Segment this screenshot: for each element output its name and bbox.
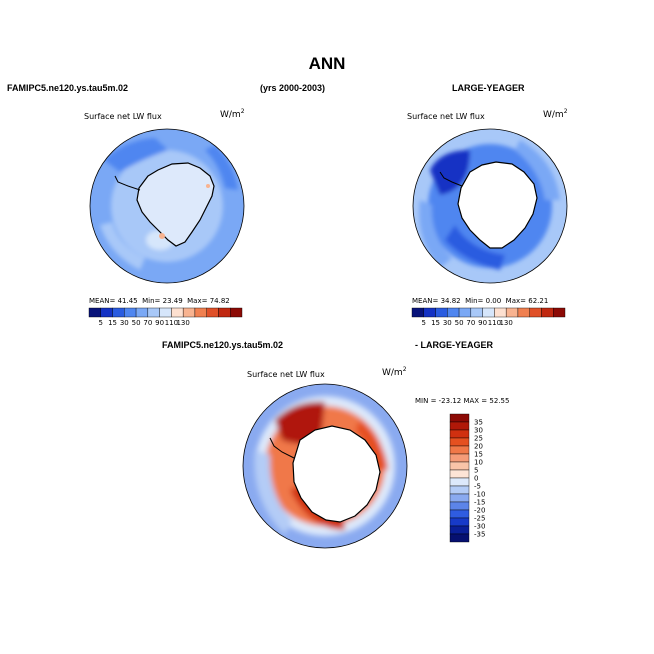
diff-units: W/m2 — [382, 366, 407, 378]
obs-colorbar-cell — [411, 307, 424, 318]
obs-colorbar-cell — [517, 307, 530, 318]
diff-colorbar-cell — [449, 421, 470, 431]
obs-colorbar-tick: 15 — [431, 319, 440, 327]
obs-colorbar-tick: 5 — [422, 319, 426, 327]
model-colorbar-tick: 5 — [99, 319, 103, 327]
diff-map — [242, 383, 408, 549]
diff-colorbar-cell — [449, 509, 470, 519]
model-colorbar-cell — [218, 307, 231, 318]
obs-colorbar-cell — [470, 307, 483, 318]
obs-stats: MEAN= 34.82 Min= 0.00 Max= 62.21 — [412, 297, 549, 305]
model-colorbar-tick: 15 — [108, 319, 117, 327]
model-colorbar-cell — [100, 307, 113, 318]
diff-colorbar-cell — [449, 413, 470, 423]
obs-colorbar-cell — [553, 307, 566, 318]
diff-colorbar-tick: 35 — [474, 419, 483, 427]
diff-colorbar-tick: -30 — [474, 523, 485, 531]
diff-colorbar-cell — [449, 485, 470, 495]
diff-stats: MIN = -23.12 MAX = 52.55 — [415, 397, 510, 405]
left-case-header: FAMIPC5.ne120.ys.tau5m.02 — [7, 83, 129, 93]
diff-colorbar-cell — [449, 445, 470, 455]
diff-right-header: - LARGE-YEAGER — [415, 340, 494, 350]
diff-colorbar-cell — [449, 429, 470, 439]
model-colorbar-cell — [112, 307, 125, 318]
obs-colorbar-cell — [529, 307, 542, 318]
model-colorbar-cell — [88, 307, 101, 318]
antarctica-outline — [292, 425, 381, 523]
model-colorbar-tick: 50 — [132, 319, 141, 327]
obs-colorbar-tick: 30 — [443, 319, 452, 327]
obs-colorbar-cell — [541, 307, 554, 318]
diff-colorbar-tick: 25 — [474, 435, 483, 443]
obs-colorbar-tick: 90 — [478, 319, 487, 327]
obs-colorbar-tick: 70 — [466, 319, 475, 327]
obs-colorbar-cell — [505, 307, 519, 318]
model-colorbar-cell — [124, 307, 137, 318]
diff-colorbar-tick: -15 — [474, 499, 485, 507]
model-colorbar-tick: 70 — [143, 319, 152, 327]
right-case-header: LARGE-YEAGER — [452, 83, 525, 93]
model-colorbar-cell — [206, 307, 219, 318]
obs-colorbar-tick: 130 — [499, 319, 512, 327]
obs-colorbar-cell — [482, 307, 495, 318]
obs-colorbar-tick: 110 — [488, 319, 501, 327]
obs-colorbar-cell — [447, 307, 460, 318]
diff-colorbar-cell — [449, 533, 470, 543]
model-stats: MEAN= 41.45 Min= 23.49 Max= 74.82 — [89, 297, 230, 305]
diff-colorbar-cell — [449, 493, 470, 503]
diff-colorbar-tick: 20 — [474, 443, 483, 451]
diff-panel-label: Surface net LW flux — [247, 370, 325, 379]
diff-colorbar-cell — [449, 437, 470, 447]
diff-left-header: FAMIPC5.ne120.ys.tau5m.02 — [162, 340, 284, 350]
diff-colorbar-cell — [449, 453, 470, 463]
obs-map — [412, 128, 568, 284]
diff-colorbar-tick: -35 — [474, 531, 485, 539]
model-colorbar-cell — [159, 307, 172, 318]
figure-title: ANN — [308, 54, 346, 73]
model-colorbar-cell — [182, 307, 196, 318]
antarctica-outline — [136, 162, 215, 247]
diff-colorbar-tick: -5 — [474, 483, 481, 491]
diff-colorbar-tick: 15 — [474, 451, 483, 459]
years-header: (yrs 2000-2003) — [260, 83, 326, 93]
diff-colorbar-cell — [449, 469, 470, 479]
diff-colorbar-tick: -25 — [474, 515, 485, 523]
model-colorbar-tick: 90 — [155, 319, 164, 327]
model-colorbar-cell — [194, 307, 207, 318]
diff-colorbar-cell — [449, 525, 470, 535]
model-colorbar-cell — [230, 307, 243, 318]
diff-colorbar-tick: 5 — [474, 467, 478, 475]
obs-units: W/m2 — [543, 108, 568, 120]
model-colorbar-tick: 130 — [176, 319, 189, 327]
model-map — [89, 128, 245, 284]
obs-colorbar-cell — [494, 307, 507, 318]
model-colorbar-tick: 30 — [120, 319, 129, 327]
diff-colorbar-tick: -10 — [474, 491, 485, 499]
model-colorbar-tick: 110 — [165, 319, 178, 327]
obs-colorbar-cell — [435, 307, 448, 318]
obs-colorbar-cell — [423, 307, 436, 318]
antarctica-outline — [457, 161, 538, 249]
model-units: W/m2 — [220, 108, 245, 120]
diff-colorbar-tick: -20 — [474, 507, 485, 515]
model-panel-label: Surface net LW flux — [84, 112, 162, 121]
diff-colorbar-cell — [449, 477, 470, 487]
obs-panel-label: Surface net LW flux — [407, 112, 485, 121]
diff-colorbar-tick: 0 — [474, 475, 478, 483]
diff-colorbar-tick: 30 — [474, 427, 483, 435]
diff-colorbar-cell — [449, 461, 470, 471]
model-colorbar-cell — [171, 307, 184, 318]
diff-colorbar-cell — [449, 517, 470, 527]
model-colorbar-cell — [147, 307, 160, 318]
obs-colorbar-tick: 50 — [455, 319, 464, 327]
diff-colorbar-tick: 10 — [474, 459, 483, 467]
obs-colorbar-cell — [458, 307, 472, 318]
model-colorbar-cell — [135, 307, 149, 318]
diff-colorbar-cell — [449, 501, 470, 511]
